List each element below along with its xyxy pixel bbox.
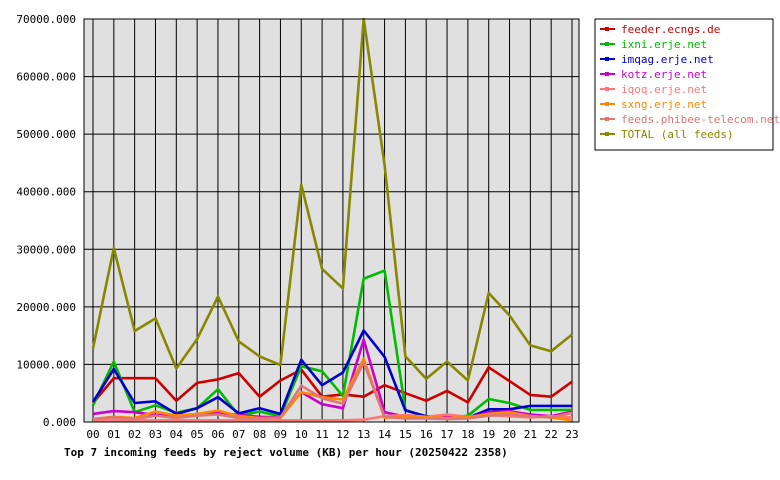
plot-background xyxy=(84,19,579,422)
x-tick-label: 13 xyxy=(357,428,370,441)
x-tick-label: 19 xyxy=(482,428,495,441)
x-tick-label: 06 xyxy=(211,428,224,441)
x-tick-label: 05 xyxy=(191,428,204,441)
legend-label: feeds.phibee-telecom.net xyxy=(621,113,780,126)
x-tick-label: 18 xyxy=(461,428,474,441)
x-tick-label: 03 xyxy=(149,428,162,441)
series-line xyxy=(92,361,573,421)
x-tick-label: 07 xyxy=(232,428,245,441)
legend: feeder.ecngs.de ixni.erje.net imqag.erje.n… xyxy=(594,18,780,151)
legend-label: TOTAL (all feeds) xyxy=(621,128,734,141)
y-tick-label: 30000.000 xyxy=(16,243,76,256)
x-tick-label: 21 xyxy=(524,428,537,441)
x-tick-label: 22 xyxy=(545,428,558,441)
x-tick-label: 01 xyxy=(107,428,120,441)
x-tick-label: 09 xyxy=(274,428,287,441)
legend-label: ixni.erje.net xyxy=(621,38,707,51)
x-tick-label: 23 xyxy=(565,428,578,441)
legend-marker xyxy=(605,27,609,31)
series-lines xyxy=(91,17,573,423)
x-tick-label: 20 xyxy=(503,428,516,441)
series-line xyxy=(91,17,573,382)
x-tick-label: 17 xyxy=(440,428,453,441)
legend-marker xyxy=(605,87,609,91)
legend-marker xyxy=(605,72,609,76)
legend-marker xyxy=(605,57,609,61)
x-tick-label: 00 xyxy=(86,428,99,441)
y-tick-label: 0.000 xyxy=(43,416,76,429)
y-tick-label: 40000.000 xyxy=(16,186,76,199)
x-tick-label: 10 xyxy=(295,428,308,441)
y-tick-label: 60000.000 xyxy=(16,71,76,84)
x-tick-label: 16 xyxy=(420,428,433,441)
x-axis-ticks: 00 01 02 03 04 05 06 07 08 09 10 11 12 13 14 15 16 17 18 19… xyxy=(86,428,578,441)
legend-marker xyxy=(605,42,609,46)
x-tick-label: 04 xyxy=(170,428,184,441)
legend-box xyxy=(594,18,774,151)
x-tick-label: 14 xyxy=(378,428,392,441)
y-tick-label: 50000.000 xyxy=(16,128,76,141)
series-line xyxy=(92,365,573,404)
y-tick-label: 10000.000 xyxy=(16,358,76,371)
legend-marker xyxy=(605,117,609,121)
x-tick-label: 11 xyxy=(315,428,328,441)
legend-label: sxng.erje.net xyxy=(621,98,707,111)
legend-marker xyxy=(605,132,609,136)
series-line xyxy=(91,329,572,420)
y-axis-ticks: 0.000 10000.000 20000.000 30000.000 40000.00… xyxy=(16,13,76,429)
legend-label: kotz.erje.net xyxy=(621,68,707,81)
series-line xyxy=(92,357,573,422)
legend-marker xyxy=(605,102,609,106)
x-tick-label: 12 xyxy=(336,428,349,441)
y-tick-label: 70000.000 xyxy=(16,13,76,26)
x-tick-label: 08 xyxy=(253,428,266,441)
plot-border xyxy=(83,18,580,423)
chart-title: Top 7 incoming feeds by reject volume (K… xyxy=(64,446,508,459)
legend-label: imqag.erje.net xyxy=(621,53,714,66)
legend-label: iqoq.erje.net xyxy=(621,83,707,96)
x-tick-label: 02 xyxy=(128,428,141,441)
y-tick-label: 20000.000 xyxy=(16,301,76,314)
x-tick-label: 15 xyxy=(399,428,412,441)
legend-label: feeder.ecngs.de xyxy=(621,23,720,36)
